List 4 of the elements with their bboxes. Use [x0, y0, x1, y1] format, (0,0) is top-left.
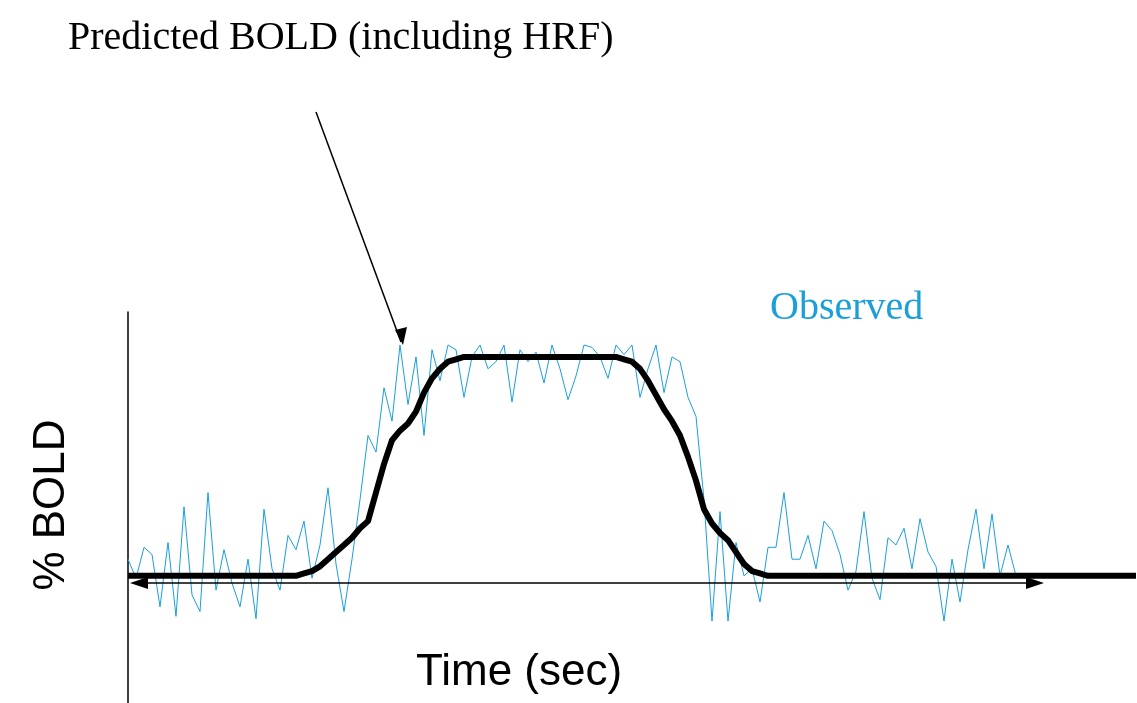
x-axis-title: Time (sec) — [416, 644, 623, 694]
y-axis-title: % BOLD — [23, 419, 73, 591]
text: Predicted BOLD (including HRF) — [68, 12, 614, 58]
text: Observed — [770, 282, 924, 328]
